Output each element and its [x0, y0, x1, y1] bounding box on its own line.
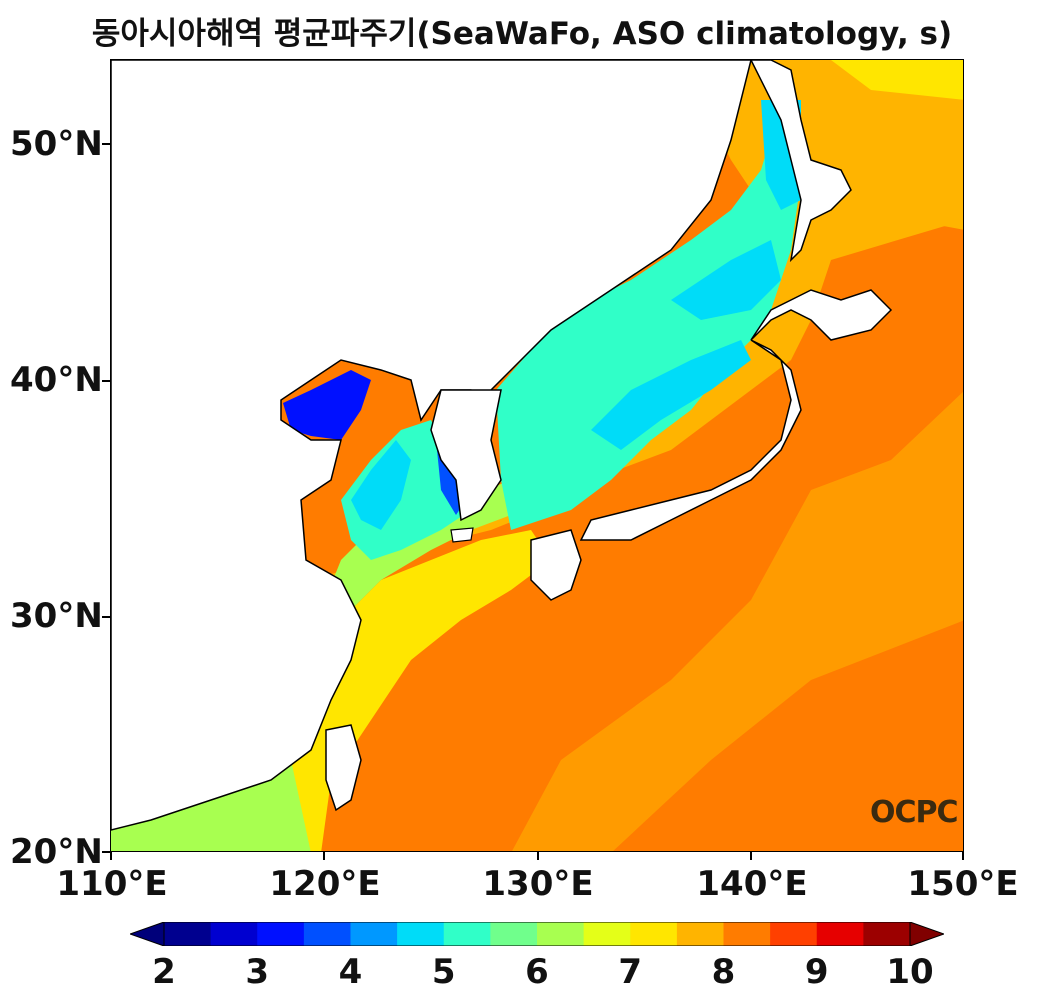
colorbar-segment [303, 922, 351, 946]
field-ne-yellow [831, 60, 963, 100]
colorbar-segment [257, 922, 305, 946]
ytick-label: 20°N [10, 832, 103, 872]
land-honshu [579, 339, 802, 541]
colorbar-segment [397, 922, 445, 946]
colorbar-tick-label: 2 [152, 952, 176, 992]
colorbar-frame [163, 922, 911, 946]
colorbar-segment [490, 922, 538, 946]
xtick-mark-120 [323, 852, 325, 860]
ytick-mark-40 [102, 380, 110, 382]
colorbar-segment [630, 922, 678, 946]
field-bohai [283, 370, 371, 440]
land-hokkaido [750, 289, 893, 341]
colorbar-segment [816, 922, 864, 946]
colorbar [130, 922, 944, 946]
ytick-mark-50 [102, 143, 110, 145]
colorbar-tick-label: 3 [245, 952, 270, 992]
xtick-label: 140°E [696, 864, 808, 904]
ocpc-watermark: OCPC [870, 795, 959, 830]
colorbar-over-arrow [909, 922, 944, 946]
colorbar-tick-label: 6 [525, 952, 549, 992]
colorbar-tick-label: 7 [618, 952, 643, 992]
colorbar-segment [537, 922, 585, 946]
land-china [111, 60, 752, 831]
colorbar-segment [676, 922, 724, 946]
field-eastsea-north [671, 240, 781, 320]
colorbar-tick-label: 10 [886, 952, 934, 992]
colorbar-tick-label: 4 [338, 952, 363, 992]
land-korea [430, 389, 502, 522]
map-title: 동아시아해역 평균파주기(SeaWaFo, ASO climatology, s… [91, 16, 953, 52]
colorbar-tick-label: 9 [804, 952, 829, 992]
ytick-label: 40°N [10, 360, 103, 400]
colorbar-segment [863, 922, 911, 946]
land-sakhalin [750, 60, 852, 263]
colorbar-under-arrow [130, 922, 165, 946]
colorbar-segment [443, 922, 491, 946]
xtick-label: 120°E [269, 864, 381, 904]
xtick-mark-130 [537, 852, 539, 860]
xtick-mark-140 [750, 852, 752, 860]
xtick-mark-110 [110, 852, 112, 860]
ytick-label: 30°N [10, 596, 103, 636]
colorbar-segment [164, 922, 212, 946]
xtick-mark-150 [962, 852, 964, 860]
ytick-label: 50°N [10, 124, 103, 164]
xtick-label: 130°E [482, 864, 594, 904]
colorbar-segment [210, 922, 258, 946]
ytick-mark-20 [102, 851, 110, 853]
colorbar-segment [723, 922, 771, 946]
wave-period-map [111, 60, 963, 851]
field-yellowsea-core [351, 440, 411, 530]
field-pacific-band [512, 391, 963, 851]
colorbar-tick-label: 8 [711, 952, 736, 992]
field-ne [811, 60, 963, 230]
field-eastsea [496, 120, 801, 530]
colorbar-segment [583, 922, 631, 946]
map-plot-area [110, 59, 964, 852]
land-kyushu [530, 529, 582, 601]
ytick-mark-30 [102, 616, 110, 618]
xtick-label: 150°E [907, 864, 1019, 904]
land-taiwan [325, 724, 362, 812]
field-eastsea-core [591, 340, 751, 450]
land-jeju [450, 527, 474, 543]
colorbar-segment [350, 922, 398, 946]
xtick-label: 110°E [56, 864, 168, 904]
colorbar-segment [770, 922, 818, 946]
colorbar-tick-label: 5 [431, 952, 456, 992]
